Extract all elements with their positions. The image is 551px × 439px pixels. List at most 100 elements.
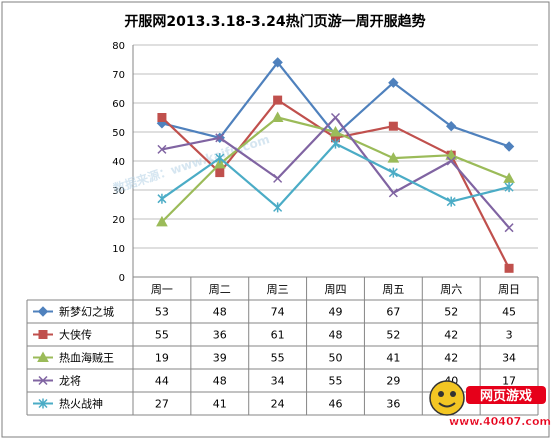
mascot-eye-right bbox=[450, 391, 456, 397]
mascot-mouth bbox=[438, 402, 456, 408]
table-cell: 49 bbox=[329, 306, 343, 319]
x-category-label: 周三 bbox=[267, 283, 289, 296]
data-point bbox=[273, 202, 283, 213]
data-point bbox=[273, 173, 283, 183]
data-point bbox=[388, 121, 398, 131]
table-cell: 44 bbox=[155, 375, 169, 388]
table-cell: 55 bbox=[271, 352, 285, 365]
series-lines bbox=[156, 57, 515, 273]
y-tick-label: 20 bbox=[112, 215, 125, 226]
data-point bbox=[504, 223, 514, 233]
data-point bbox=[329, 125, 342, 137]
table-cell: 55 bbox=[329, 375, 343, 388]
mascot-face-icon bbox=[429, 380, 465, 416]
table-cell: 39 bbox=[213, 352, 227, 365]
series-4 bbox=[157, 112, 514, 233]
table-cell: 41 bbox=[386, 352, 400, 365]
logo-banner bbox=[466, 386, 546, 404]
y-tick-label: 10 bbox=[112, 244, 125, 255]
data-point bbox=[38, 330, 48, 339]
table-cell: 34 bbox=[502, 352, 516, 365]
data-point bbox=[213, 157, 226, 169]
x-category-label: 周一 bbox=[151, 283, 173, 296]
table-cell: 61 bbox=[271, 329, 285, 342]
data-point bbox=[388, 188, 398, 198]
data-point bbox=[446, 120, 457, 132]
table-cell: 74 bbox=[271, 306, 285, 319]
y-tick-label: 80 bbox=[112, 41, 125, 52]
data-point bbox=[38, 398, 48, 409]
table-cell: 24 bbox=[271, 398, 285, 411]
y-tick-label: 0 bbox=[119, 273, 125, 284]
table-cell: 36 bbox=[386, 398, 400, 411]
table-cell: 48 bbox=[213, 306, 227, 319]
data-point bbox=[215, 153, 225, 164]
data-point bbox=[504, 182, 514, 193]
x-category-label: 周四 bbox=[325, 283, 347, 296]
y-tick-label: 40 bbox=[112, 157, 125, 168]
x-category-label: 周五 bbox=[382, 283, 404, 296]
data-point bbox=[272, 57, 283, 68]
table-cell: 52 bbox=[444, 306, 458, 319]
data-point bbox=[157, 113, 167, 122]
legend-label: 龙将 bbox=[59, 375, 81, 388]
table-cell: 67 bbox=[386, 306, 400, 319]
table-cell: 41 bbox=[213, 398, 227, 411]
legend-label: 热血海贼王 bbox=[59, 351, 114, 365]
data-point bbox=[388, 167, 398, 178]
logo-name: 网页游戏 bbox=[480, 388, 532, 404]
chart-title: 开服网2013.3.18-3.24热门页游一周开服趋势 bbox=[124, 13, 425, 30]
data-point bbox=[330, 138, 341, 149]
table-cell: 42 bbox=[444, 329, 458, 342]
data-point bbox=[38, 375, 48, 386]
data-point bbox=[271, 111, 284, 122]
table-cell: 42 bbox=[444, 352, 458, 365]
table-cell: 29 bbox=[386, 375, 400, 388]
legend-entry: 龙将 bbox=[33, 375, 81, 388]
series-3 bbox=[156, 111, 515, 227]
y-tick-label: 70 bbox=[112, 70, 125, 81]
y-tick-label: 60 bbox=[112, 99, 125, 110]
data-point bbox=[156, 215, 168, 227]
data-point bbox=[273, 95, 283, 105]
data-point bbox=[37, 351, 49, 362]
data-point bbox=[215, 133, 225, 143]
data-point bbox=[504, 263, 514, 273]
legend-entry: 新梦幻之城 bbox=[33, 305, 114, 319]
x-category-label: 周六 bbox=[440, 283, 462, 296]
legend-label: 新梦幻之城 bbox=[59, 305, 114, 319]
data-point bbox=[330, 112, 341, 123]
table-cell: 34 bbox=[271, 375, 285, 388]
table-cell: 3 bbox=[506, 329, 513, 342]
logo: 网页游戏 www.40407.com bbox=[429, 380, 551, 428]
legend-label: 热火战神 bbox=[59, 397, 103, 411]
data-point bbox=[387, 152, 400, 163]
data-point bbox=[37, 306, 49, 317]
data-point bbox=[446, 196, 456, 207]
table-cell: 55 bbox=[155, 329, 169, 342]
x-category-label: 周日 bbox=[498, 283, 520, 296]
legend-entry: 大侠传 bbox=[33, 328, 92, 342]
table-cell: 19 bbox=[155, 352, 169, 365]
x-category-label: 周二 bbox=[209, 283, 231, 296]
table-cell: 27 bbox=[155, 398, 169, 411]
legend-label: 大侠传 bbox=[59, 328, 92, 342]
data-point bbox=[446, 156, 456, 166]
table-cell: 48 bbox=[213, 375, 227, 388]
table-cell: 48 bbox=[329, 329, 343, 342]
legend-entry: 热火战神 bbox=[33, 397, 103, 411]
data-point bbox=[445, 149, 458, 160]
data-point bbox=[503, 141, 515, 152]
series-5 bbox=[157, 138, 514, 213]
mascot-eye-left bbox=[438, 391, 444, 397]
table-cell: 17 bbox=[502, 375, 516, 388]
data-point bbox=[157, 193, 167, 204]
table-cell: 53 bbox=[155, 306, 169, 319]
y-tick-label: 30 bbox=[112, 186, 125, 197]
data-point bbox=[388, 77, 399, 88]
y-tick-label: 50 bbox=[112, 128, 125, 139]
data-point bbox=[157, 144, 167, 154]
